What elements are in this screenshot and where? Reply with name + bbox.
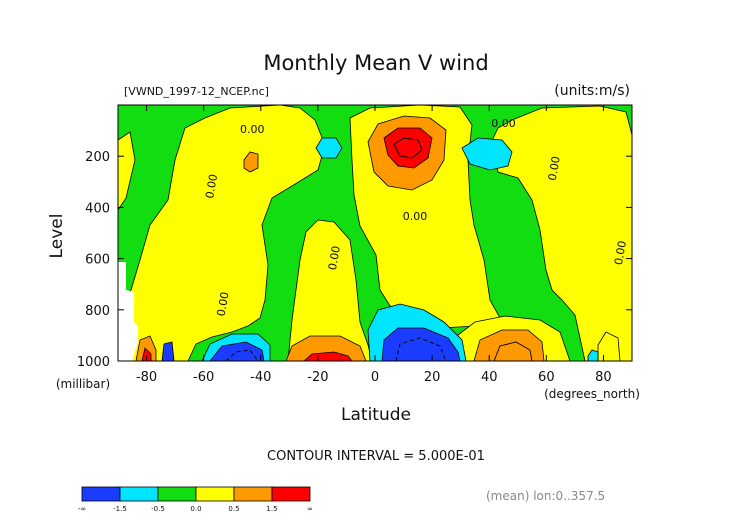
colorbar-swatch — [195, 486, 235, 502]
y-tick-label: 1000 — [77, 355, 110, 370]
contour-positive-jet — [393, 137, 423, 159]
x-tick-label: 0 — [371, 370, 379, 385]
colorbar-swatch — [81, 486, 121, 502]
field-cyan-upper-south — [315, 137, 343, 159]
plot-area — [118, 105, 632, 361]
field-red-upper-jet — [383, 127, 433, 169]
units-label: (units:m/s) — [554, 83, 630, 99]
chart-title: Monthly Mean V wind — [263, 51, 488, 75]
contour-negative-1 — [395, 337, 447, 361]
colorbar-tick-label: ∞ — [307, 505, 313, 513]
contour-label: 0.00 — [403, 210, 428, 223]
contour-positive-east — [493, 341, 533, 361]
contour-label: 0.00 — [612, 240, 629, 266]
contour-label: 0.00 — [326, 245, 343, 271]
field-red-low-south — [303, 351, 353, 361]
colorbar-swatch — [271, 486, 311, 502]
field-cyan-upper-north — [461, 137, 513, 171]
colorbar-tick-label: -∞ — [78, 505, 86, 513]
field-orange-low-south — [285, 335, 367, 361]
colorbar-tick-label: 0.5 — [228, 505, 239, 513]
contour-label: 0.00 — [215, 291, 232, 317]
colorbar-swatch — [157, 486, 197, 502]
x-tick-label: -20 — [307, 370, 328, 385]
field-red-polar — [141, 347, 152, 361]
y-tick-label: 200 — [85, 150, 110, 165]
colorbar-tick-label: 1.5 — [266, 505, 277, 513]
x-tick-label: 40 — [481, 370, 498, 385]
colorbar-tick-label: 0.0 — [190, 505, 201, 513]
contour-label: 0.00 — [240, 123, 265, 136]
field-orange-low-east — [473, 329, 545, 361]
colorbar: -∞ -1.5 -0.5 0.0 0.5 1.5 ∞ — [78, 486, 313, 513]
x-tick-label: 20 — [424, 370, 441, 385]
field-yellow-left-edge — [118, 131, 136, 211]
field-missing-data — [118, 262, 138, 361]
dataset-label: [VWND_1997-12_NCEP.nc] — [124, 85, 269, 98]
colorbar-tick-label: -1.5 — [113, 505, 127, 513]
x-tick-label: -80 — [136, 370, 157, 385]
footer-text: (mean) lon:0..357.5 — [486, 489, 605, 503]
contour-label: 0.00 — [546, 155, 563, 181]
contour-label: 0.00 — [491, 117, 516, 130]
y-axis-units: (millibar) — [56, 377, 110, 391]
contour-label: 0.00 — [203, 173, 220, 199]
x-axis-units: (degrees_north) — [544, 387, 640, 401]
x-axis-title: Latitude — [341, 405, 411, 425]
contour-interval-text: CONTOUR INTERVAL = 5.000E-01 — [267, 449, 485, 464]
axis-ticks: -80 -60 -40 -20 0 20 40 60 80 200 400 600 800 1000 — [77, 105, 632, 385]
x-tick-label: 60 — [538, 370, 555, 385]
x-tick-label: -40 — [250, 370, 271, 385]
y-tick-label: 600 — [85, 253, 110, 268]
field-blue-low-equator — [381, 327, 461, 361]
contour-labels: 0.00 0.00 0.00 0.00 0.00 0.00 0.00 0.00 — [203, 117, 629, 318]
colorbar-tick-label: -0.5 — [151, 505, 165, 513]
y-tick-label: 400 — [85, 201, 110, 216]
colorbar-swatch — [119, 486, 159, 502]
field-blue-polar — [161, 341, 175, 361]
y-tick-label: 800 — [85, 304, 110, 319]
field-yellow-midtrop — [287, 219, 373, 361]
y-axis-title: Level — [47, 214, 67, 259]
x-tick-label: -60 — [193, 370, 214, 385]
field-cyan-spot-east — [587, 349, 599, 361]
colorbar-swatch — [233, 486, 273, 502]
x-tick-label: 80 — [595, 370, 612, 385]
field-orange-spot-upper — [243, 151, 259, 173]
